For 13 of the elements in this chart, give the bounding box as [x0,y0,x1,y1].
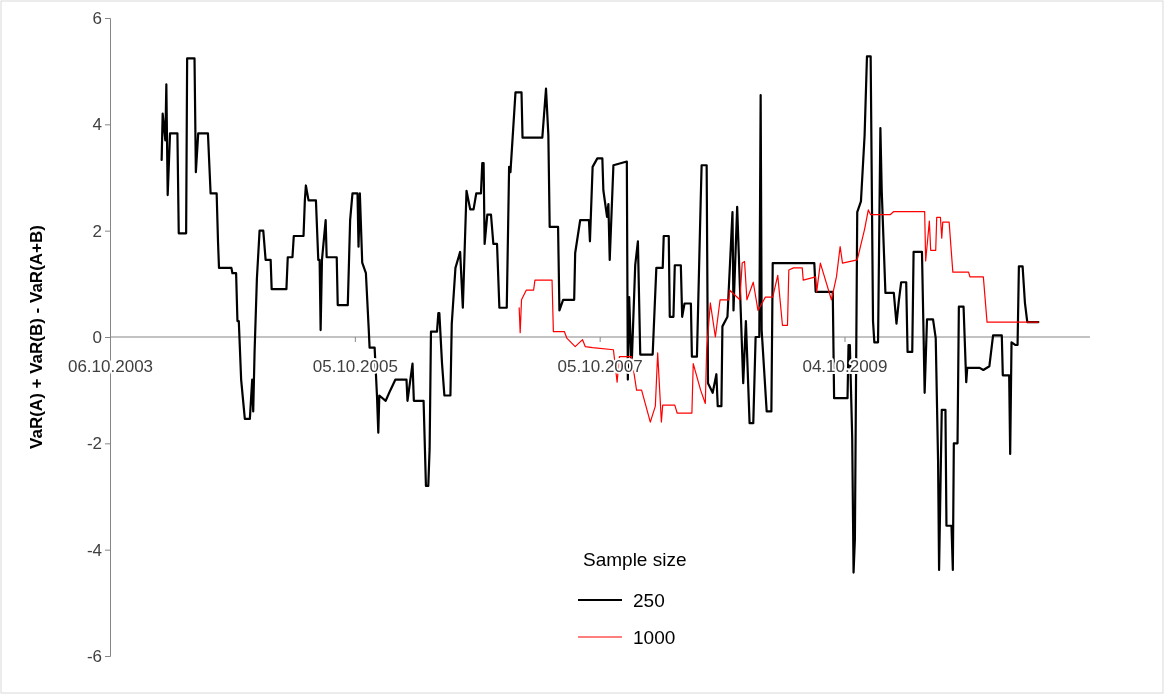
line-series [518,209,1039,423]
y-tick-label: 4 [92,115,102,135]
y-tick-label: 6 [92,8,102,28]
y-axis-title: VaR(A) + VaR(B) - VaR(A+B) [27,225,46,449]
legend-title: Sample size [583,549,687,570]
y-tick-label: 0 [92,327,102,347]
legend-label: 250 [633,590,665,611]
y-tick-label: -6 [86,646,102,666]
line-series [160,55,1040,574]
legend-label: 1000 [633,627,676,648]
y-tick-label: 2 [92,221,102,241]
y-tick-label: -4 [86,540,102,560]
y-tick-label: -2 [86,434,102,454]
